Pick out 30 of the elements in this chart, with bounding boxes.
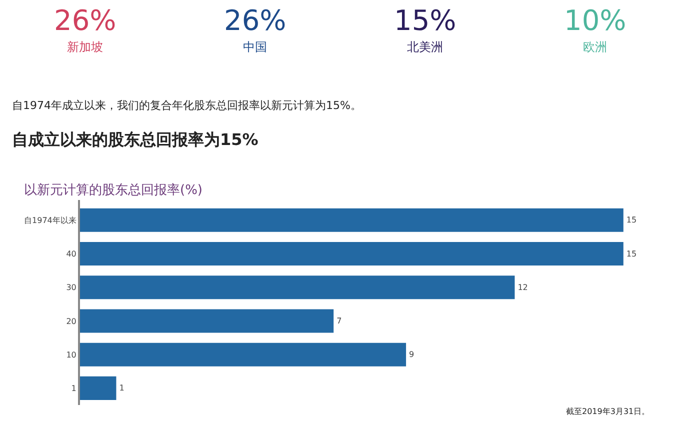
y-tick-label: 20: [66, 316, 76, 326]
category-label: 欧洲: [583, 40, 607, 54]
text: 15%: [394, 4, 456, 37]
chart-subtitle: 以新元计算的股东总回报率(%): [24, 182, 202, 198]
category-label: 新加坡: [67, 40, 103, 54]
bar: [80, 242, 624, 266]
bar: [80, 342, 406, 366]
y-tick-label: 自1974年以来: [24, 216, 76, 225]
data-label: 7: [336, 316, 342, 326]
text: 26%: [54, 4, 116, 37]
chart-title: 自成立以来的股东总回报率为15%: [12, 130, 258, 149]
text: 10%: [564, 4, 626, 37]
y-tick-label: 1: [71, 384, 76, 393]
bar: [80, 208, 624, 232]
data-label: 12: [518, 282, 528, 292]
data-label: 1: [119, 384, 124, 393]
y-tick-label: 10: [66, 350, 76, 360]
data-label: 15: [626, 249, 637, 258]
bar: [80, 309, 334, 333]
y-tick-label: 40: [66, 250, 76, 259]
data-label: 15: [626, 216, 637, 225]
bar: [80, 376, 116, 400]
text: 自1974年成立以来，我们的复合年化股东总回报率以新元计算为15%。: [12, 99, 362, 112]
bar: [80, 276, 515, 300]
y-tick-label: 30: [66, 283, 76, 292]
data-label: 9: [409, 350, 414, 360]
text: 26%: [224, 4, 286, 37]
text: 截至2019年3月31日。: [566, 407, 650, 416]
category-label: 北美洲: [407, 40, 443, 54]
category-label: 中国: [243, 40, 267, 54]
